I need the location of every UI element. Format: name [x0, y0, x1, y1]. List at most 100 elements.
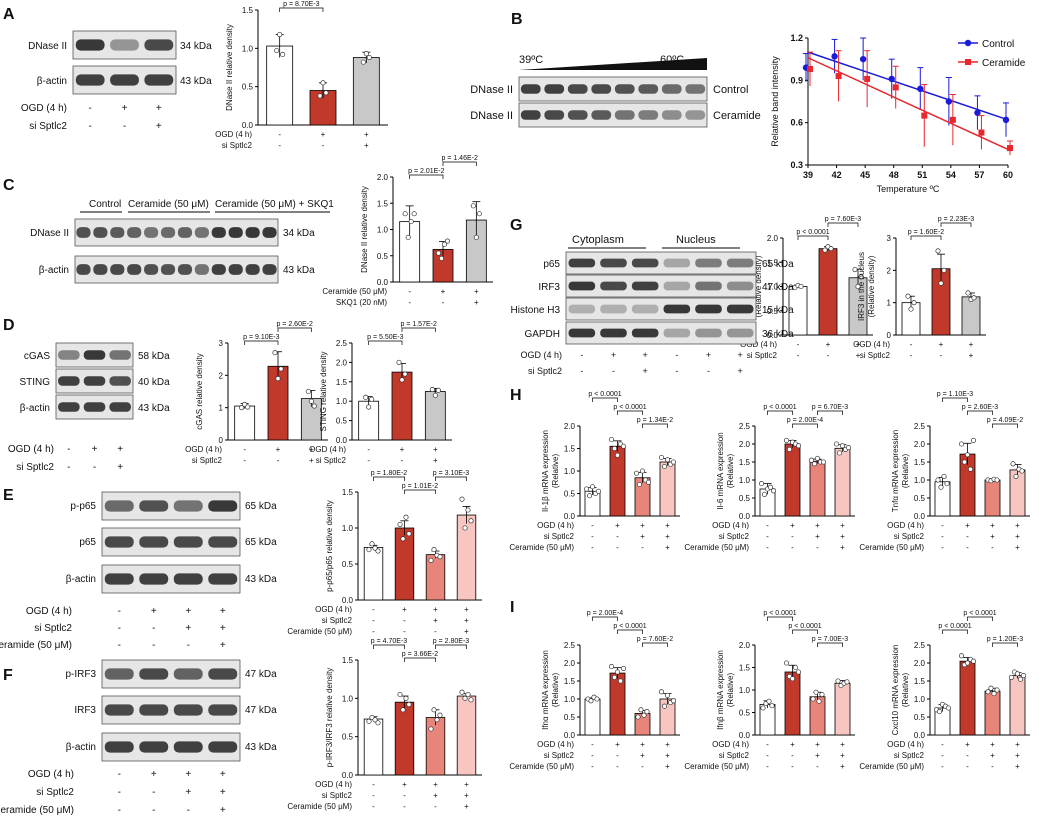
p-value-label: p = 7.60E-3 [825, 216, 861, 223]
y-tick-label: 1.5 [914, 458, 926, 467]
data-point [396, 359, 402, 365]
treatment-sign: + [402, 780, 407, 789]
blot-row-label: p65 [79, 537, 96, 548]
significance-bracket [373, 644, 405, 649]
data-point [905, 293, 911, 299]
treatment-label: si Sptlc2 [316, 456, 347, 465]
bar [818, 248, 838, 336]
blot-band [211, 227, 226, 238]
blot-band [726, 258, 754, 268]
bar [834, 682, 851, 736]
group-label: Cytoplasm [572, 234, 624, 246]
data-point [855, 283, 861, 290]
data-point [958, 653, 965, 659]
blot-band [104, 704, 134, 716]
p-value-label: p = 2.01E-2 [408, 168, 444, 175]
blot-row-label: β-actin [39, 265, 69, 276]
y-tick-label: 0.0 [336, 436, 348, 445]
p-value-label: p = 2.60E-3 [962, 404, 998, 411]
y-tick-label: 2 [219, 371, 224, 380]
treatment-sign: + [364, 141, 369, 150]
y-tick-label: 1.0 [564, 695, 576, 704]
data-point [366, 54, 372, 61]
treatment-label: SKQ1 (20 nM) [336, 298, 387, 307]
treatment-label: si Sptlc2 [192, 456, 223, 465]
blot-panel-G: Cytoplasm Nucleus p65 65 kDa IRF3 47 kDa Histo… [511, 234, 795, 376]
data-point [363, 51, 369, 57]
data-point [1013, 473, 1019, 479]
data-point [813, 689, 819, 695]
x-tick-label: 39 [803, 170, 813, 180]
data-point [836, 450, 843, 456]
data-point [617, 678, 624, 684]
y-tick-label: 1.0 [242, 44, 254, 53]
data-point [965, 290, 971, 296]
treatment-label: si Sptlc2 [29, 121, 67, 132]
data-point [964, 452, 971, 458]
data-point [892, 84, 899, 91]
blot-band [139, 573, 169, 585]
data-point [964, 660, 971, 666]
treatment-sign: + [990, 532, 995, 541]
y-tick-label: 1.0 [342, 694, 354, 703]
y-tick-label: 0.5 [564, 713, 576, 722]
treatment-label: OGD (4 h) [537, 740, 574, 749]
data-point [994, 687, 1000, 693]
data-point [949, 116, 956, 123]
blot-band [568, 281, 596, 291]
data-point [406, 701, 412, 708]
treatment-label: OGD (4 h) [8, 444, 54, 455]
treatment-sign: - [791, 762, 794, 771]
temperature-start-label: 39ºC [519, 54, 543, 66]
blot-row-label: STING [19, 377, 50, 388]
y-tick-label: 0.5 [377, 252, 389, 261]
x-tick-label: 57 [974, 170, 984, 180]
line-chart-B: 0.3 0.6 0.9 1.2 39 42 45 48 51 54 57 60 Temperature … [770, 33, 1026, 194]
blot-band [109, 402, 131, 412]
treatment-label: Ceramide (50 μM) [859, 762, 924, 771]
blot-band [726, 328, 754, 338]
treatment-sign: + [990, 521, 995, 530]
blot-band [685, 84, 706, 94]
treatment-sign: + [615, 521, 620, 530]
blot-band [109, 376, 131, 386]
treatment-sign: + [220, 769, 226, 780]
significance-bracket [279, 7, 324, 12]
data-point [958, 441, 965, 447]
bar [352, 57, 380, 126]
blot-band [139, 741, 169, 753]
blot-band [173, 536, 203, 548]
blot-band [127, 264, 142, 275]
bar [363, 718, 384, 776]
blot-band [661, 110, 682, 120]
treatment-label: OGD (4 h) [712, 521, 749, 530]
treatment-sign: + [220, 805, 226, 816]
blot-band [695, 281, 722, 291]
data-point [658, 689, 665, 695]
y-tick-label: 1 [219, 404, 224, 413]
y-tick-label: 2 [887, 266, 892, 275]
data-point [470, 203, 476, 209]
data-point [594, 696, 600, 702]
data-point [434, 717, 440, 723]
treatment-label: OGD (4 h) [537, 521, 574, 530]
significance-bracket [797, 235, 829, 240]
blot-band [208, 500, 238, 512]
treatment-label: si Sptlc2 [894, 532, 925, 541]
bar-chart-E: 0.0 0.5 1.0 1.5 p-p65/p65 relative density - -… [287, 470, 482, 636]
y-axis-label: IRF3 in the nucleus [857, 252, 866, 321]
blot-band [695, 258, 722, 268]
bar-chart-I3: 0.0 0.5 1.0 1.5 2.0 2.5 Cxcl10 mRNA expression… [859, 610, 1030, 771]
significance-bracket [592, 616, 618, 621]
treatment-sign: + [433, 605, 438, 614]
treatment-sign: + [643, 350, 648, 360]
significance-bracket [992, 423, 1018, 428]
blot-size-label: 36 kDa [762, 329, 794, 340]
treatment-sign: - [93, 462, 96, 473]
y-tick-label: 0.6 [790, 118, 803, 128]
treatment-sign: - [408, 298, 411, 307]
y-tick-label: 2.0 [767, 234, 779, 243]
data-point [435, 387, 441, 393]
data-point [636, 481, 643, 488]
x-tick-label: 60 [1003, 170, 1013, 180]
